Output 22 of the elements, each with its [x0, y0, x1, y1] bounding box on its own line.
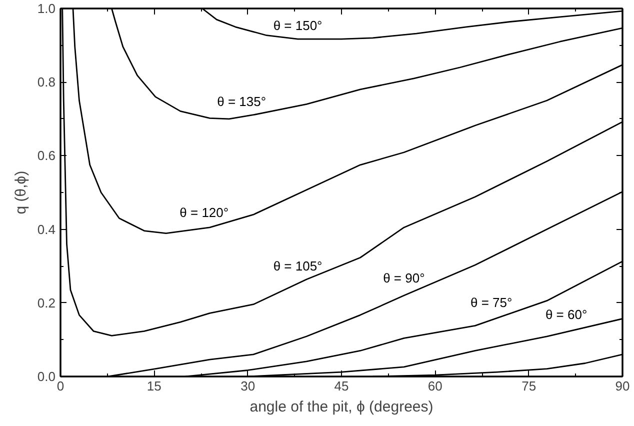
x-tick-label: 90 [615, 378, 630, 394]
y-tick-label: 1.0 [37, 1, 56, 16]
x-tick-label: 30 [240, 378, 256, 394]
x-tick-label: 60 [428, 378, 442, 394]
x-tick-label: 0 [56, 378, 64, 394]
series-label: θ = 90° [383, 270, 425, 286]
series-label: θ = 75° [470, 295, 512, 310]
series-label: θ = 135° [217, 94, 266, 109]
y-tick-label: 0.8 [37, 74, 56, 90]
x-axis-title: angle of the pit, ϕ (degrees) [250, 398, 434, 416]
y-axis-title: q (θ,ϕ) [12, 170, 30, 214]
series-label: θ = 60° [545, 306, 588, 322]
x-tick-label: 15 [146, 378, 162, 394]
y-tick-label: 0.4 [37, 222, 56, 237]
x-tick-label: 75 [522, 378, 536, 394]
y-tick-label: 0.6 [37, 148, 56, 164]
x-tick-label: 45 [334, 378, 349, 394]
y-tick-label: 0.0 [37, 369, 56, 384]
y-tick-label: 0.2 [37, 295, 56, 310]
series-label: θ = 105° [273, 258, 322, 274]
legend-label: θ = 150° [273, 18, 322, 34]
series-label: θ = 120° [180, 205, 229, 220]
